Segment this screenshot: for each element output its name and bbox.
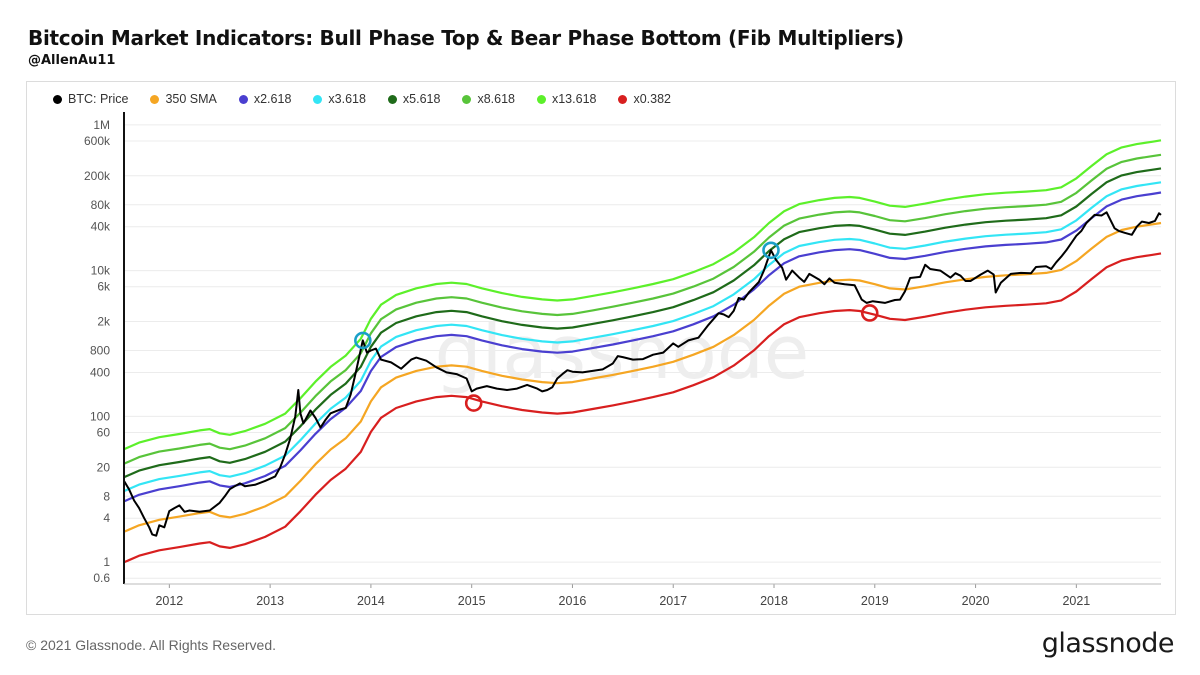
chart-subtitle: @AllenAu11 xyxy=(28,53,116,68)
legend-dot-icon xyxy=(150,94,160,104)
y-tick-label: 600k xyxy=(84,134,111,148)
legend-label: x2.618 xyxy=(253,92,292,106)
y-tick-label: 100 xyxy=(90,409,110,423)
legend-item-x5618[interactable]: x5.618 xyxy=(387,92,441,106)
y-tick-label: 4 xyxy=(103,511,110,525)
series-line-x2618 xyxy=(123,191,1162,503)
y-tick-label: 8 xyxy=(103,489,110,503)
y-tick-label: 200k xyxy=(84,169,111,183)
cycle-top-marker xyxy=(762,241,780,260)
x-tick-label: 2013 xyxy=(256,594,284,608)
cycle-top-marker xyxy=(354,331,372,350)
grid-lines xyxy=(124,124,1161,579)
legend-label: x5.618 xyxy=(402,92,441,106)
glassnode-logo[interactable]: glassnode xyxy=(1041,628,1175,659)
series-line-x13618 xyxy=(123,139,1162,451)
legend-item-x8618[interactable]: x8.618 xyxy=(462,92,515,106)
legend-label: BTC: Price xyxy=(68,92,129,106)
legend-dot-icon xyxy=(536,94,546,104)
y-tick-label: 1M xyxy=(93,118,110,132)
y-tick-label: 2k xyxy=(97,315,111,329)
y-tick-label: 10k xyxy=(91,264,111,278)
series-line-price xyxy=(123,211,1162,537)
legend-dot-icon xyxy=(53,94,62,104)
y-tick-label: 1 xyxy=(103,555,110,569)
y-tick-label: 6k xyxy=(97,280,111,294)
legend-label: x3.618 xyxy=(328,92,366,106)
series-line-x8618 xyxy=(123,153,1162,465)
y-tick-label: 800 xyxy=(90,344,110,358)
y-tick-label: 20 xyxy=(97,460,111,474)
x-tick-label: 2016 xyxy=(559,594,587,608)
watermark: glassnode xyxy=(435,310,810,396)
series-line-sma xyxy=(123,221,1162,533)
y-tick-label: 0.6 xyxy=(93,571,110,585)
legend: BTC: Price 350 SMA x2.618 x3.618 x5.618 x8.61… xyxy=(53,92,693,106)
y-tick-label: 80k xyxy=(91,198,111,212)
x-tick-label: 2019 xyxy=(861,594,889,608)
y-tick-label: 400 xyxy=(90,365,110,379)
y-tick-label: 60 xyxy=(97,425,111,439)
axes: 0.6 1 4 8 20 60 100 400 800 2k 6k 10k 40k 80k 200k 600k… xyxy=(84,112,1161,608)
x-tick-label: 2012 xyxy=(155,594,183,608)
legend-item-x13618[interactable]: x13.618 xyxy=(536,92,597,106)
cycle-bottom-marker xyxy=(464,394,483,412)
x-tick-label: 2018 xyxy=(760,594,788,608)
x-tick-label: 2015 xyxy=(458,594,486,608)
series-line-x0382 xyxy=(123,252,1162,564)
legend-dot-icon xyxy=(618,94,628,104)
chart-canvas: glassnode 0.6 1 4 8 20 60 100 400 800 2k 6k 10k 40k 8… xyxy=(84,112,1162,608)
cycle-bottom-marker xyxy=(860,304,879,322)
legend-dot-icon xyxy=(313,94,323,104)
legend-item-price[interactable]: BTC: Price xyxy=(53,92,128,106)
legend-item-x3618[interactable]: x3.618 xyxy=(313,92,366,106)
legend-item-sma[interactable]: 350 SMA xyxy=(150,92,217,106)
cycle-markers xyxy=(354,241,879,412)
y-tick-label: 40k xyxy=(91,220,111,234)
x-tick-label: 2020 xyxy=(962,594,990,608)
legend-item-x0382[interactable]: x0.382 xyxy=(618,92,671,106)
legend-label: x0.382 xyxy=(633,92,671,106)
legend-dot-icon xyxy=(462,94,472,104)
series-line-x3618 xyxy=(123,181,1162,493)
legend-label: 350 SMA xyxy=(165,92,217,106)
legend-item-x2618[interactable]: x2.618 xyxy=(238,92,292,106)
chart-panel: BTC: Price 350 SMA x2.618 x3.618 x5.618 x8.61… xyxy=(26,81,1176,615)
chart-title: Bitcoin Market Indicators: Bull Phase To… xyxy=(28,26,904,50)
x-tick-label: 2014 xyxy=(357,594,385,608)
legend-label: x13.618 xyxy=(551,92,597,106)
x-tick-label: 2021 xyxy=(1062,594,1090,608)
footer-copyright: © 2021 Glassnode. All Rights Reserved. xyxy=(26,637,277,653)
legend-label: x8.618 xyxy=(477,92,515,106)
x-tick-label: 2017 xyxy=(659,594,687,608)
series-lines xyxy=(123,139,1162,564)
legend-dot-icon xyxy=(387,94,397,104)
legend-dot-icon xyxy=(238,94,248,104)
